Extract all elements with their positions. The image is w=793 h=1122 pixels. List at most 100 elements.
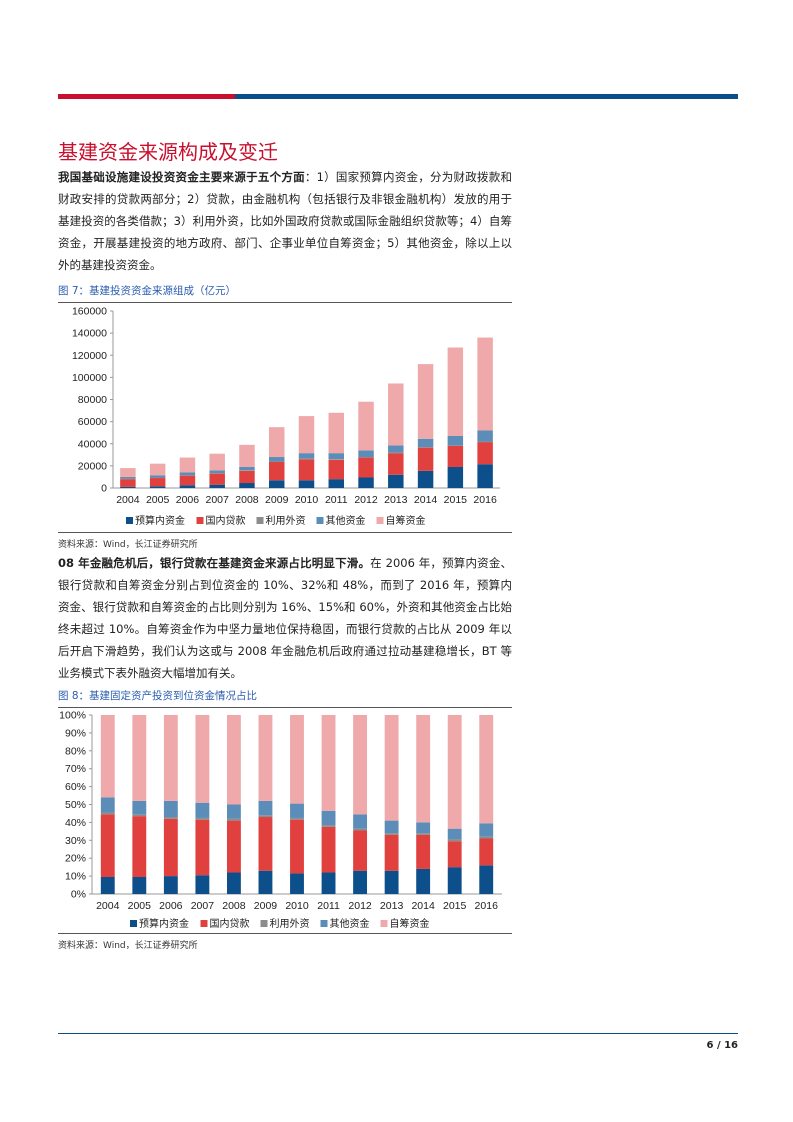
- fig8-bar-segment: [321, 715, 336, 811]
- fig7-bar-segment: [328, 412, 345, 454]
- fig8-x-tick-label: 2006: [159, 900, 183, 912]
- paragraph-1: 我国基础设施建设投资资金主要来源于五个方面：1）国家预算内资金，分为财政拨款和财…: [58, 166, 512, 276]
- fig7-bar-segment: [388, 452, 404, 454]
- fig8-x-tick-label: 2016: [475, 900, 499, 912]
- fig7-x-tick-label: 2009: [265, 494, 289, 506]
- fig7-bar-segment: [477, 442, 493, 465]
- fig8-bar-segment: [132, 816, 147, 877]
- fig8-bar-segment: [195, 715, 210, 803]
- fig7-bar-segment: [239, 444, 255, 467]
- fig8-bar-segment: [195, 875, 210, 894]
- fig7-bar-segment: [328, 453, 345, 460]
- fig8-bar-segment: [226, 818, 241, 821]
- fig8-bar-segment: [195, 817, 210, 820]
- fig8-x-tick-label: 2014: [411, 900, 435, 912]
- fig8-y-tick-label: 60%: [65, 781, 86, 793]
- fig7-bar-segment: [477, 441, 493, 443]
- header-bar-red: [58, 94, 235, 99]
- fig7-bar-segment: [417, 447, 434, 471]
- fig7-x-tick-label: 2008: [235, 494, 259, 506]
- fig7-legend-label: 国内贷款: [206, 514, 246, 527]
- fig8-legend-label: 国内贷款: [210, 917, 250, 930]
- fig7-bar-segment: [358, 477, 374, 488]
- fig7-bar-segment: [417, 470, 434, 488]
- fig8-bar-segment: [132, 876, 147, 894]
- fig7-bar-segment: [328, 459, 345, 480]
- figure-7-source: 资料来源：Wind，长江证券研究所: [58, 540, 198, 550]
- fig7-legend-label: 预算内资金: [135, 514, 185, 527]
- fig8-bar-segment: [321, 872, 336, 894]
- fig8-bar-segment: [226, 804, 241, 819]
- figure-7-caption: 图 7：基建投资资金来源组成（亿元）: [58, 285, 237, 297]
- fig7-bar-segment: [179, 485, 196, 488]
- fig7-y-tick-label: 0: [101, 483, 107, 495]
- fig8-legend-swatch: [380, 920, 388, 927]
- fig8-bar-segment: [258, 715, 273, 801]
- fig7-x-tick-label: 2011: [325, 494, 348, 506]
- fig8-bar-segment: [447, 828, 462, 840]
- fig8-bar-segment: [258, 800, 273, 816]
- fig8-x-tick-label: 2012: [348, 900, 372, 912]
- fig8-bar-segment: [226, 820, 241, 873]
- fig8-bar-segment: [100, 715, 115, 798]
- fig8-bar-segment: [353, 828, 368, 831]
- fig7-bar-segment: [388, 445, 404, 453]
- fig8-y-tick-label: 10%: [65, 871, 86, 883]
- fig8-bar-segment: [479, 838, 494, 866]
- fig7-bar-segment: [477, 430, 493, 442]
- fig8-bar-segment: [132, 715, 147, 801]
- fig7-bar-segment: [268, 480, 285, 488]
- fig8-y-tick-label: 80%: [65, 745, 86, 757]
- fig7-bar-segment: [179, 457, 196, 473]
- fig7-bar-segment: [388, 474, 404, 488]
- fig7-bar-segment: [239, 470, 255, 484]
- fig7-bar-segment: [149, 478, 166, 487]
- fig8-bar-segment: [447, 841, 462, 868]
- fig7-bar-segment: [149, 463, 166, 476]
- fig8-bar-segment: [353, 715, 368, 815]
- fig8-x-tick-label: 2010: [285, 900, 309, 912]
- fig7-bar-segment: [239, 483, 255, 488]
- fig8-bar-segment: [353, 814, 368, 829]
- fig7-legend-label: 其他资金: [326, 514, 366, 527]
- fig7-legend-swatch: [256, 517, 264, 524]
- fig8-x-tick-label: 2008: [222, 900, 246, 912]
- fig8-bar-segment: [132, 814, 147, 817]
- fig7-bar-segment: [388, 453, 404, 475]
- fig8-bar-segment: [447, 839, 462, 842]
- fig7-bar-segment: [239, 470, 255, 471]
- fig7-bar-segment: [120, 479, 136, 487]
- fig8-legend-swatch: [200, 920, 208, 927]
- fig7-bar-segment: [417, 447, 434, 448]
- figure-8-bottom-rule: [58, 933, 512, 934]
- fig8-bar-segment: [321, 826, 336, 873]
- fig7-x-tick-label: 2015: [444, 494, 468, 506]
- fig7-y-tick-label: 140000: [72, 328, 107, 340]
- fig7-bar-segment: [179, 472, 196, 476]
- figure-7-chart: 0 20000 40000 60000 80000 100000 120000 140000 1…: [72, 306, 500, 527]
- fig7-y-tick-label: 20000: [78, 460, 107, 472]
- fig8-legend-swatch: [130, 920, 137, 927]
- fig8-bar-segment: [416, 715, 431, 823]
- fig7-bar-segment: [447, 445, 464, 467]
- fig8-bar-segment: [384, 834, 399, 871]
- fig7-bar-segment: [298, 480, 315, 488]
- fig7-bar-segment: [120, 478, 136, 480]
- fig8-bar-segment: [384, 870, 399, 894]
- fig7-x-tick-label: 2012: [354, 494, 378, 506]
- fig8-bar-segment: [416, 834, 431, 869]
- fig8-y-tick-label: 40%: [65, 817, 86, 829]
- figure-7-top-rule: [58, 302, 512, 303]
- fig8-bar-segment: [163, 715, 178, 801]
- fig8-bar-segment: [447, 867, 462, 894]
- fig8-bar-segment: [258, 817, 273, 871]
- fig8-x-tick-label: 2007: [191, 900, 215, 912]
- fig8-bar-segment: [416, 833, 431, 835]
- fig7-bar-segment: [388, 383, 404, 446]
- fig7-bar-segment: [417, 438, 434, 448]
- fig7-bar-segment: [328, 459, 345, 460]
- paragraph-2: 08 年金融危机后，银行贷款在基建资金来源占比明显下滑。在 2006 年，预算内…: [58, 552, 512, 684]
- fig7-bar-segment: [298, 416, 315, 454]
- fig8-y-tick-label: 30%: [65, 835, 86, 847]
- fig7-bar-segment: [447, 466, 464, 488]
